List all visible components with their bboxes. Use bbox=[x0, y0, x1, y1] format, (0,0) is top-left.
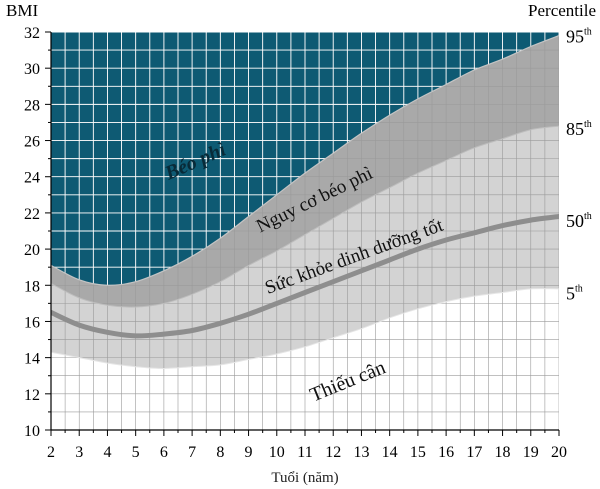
y-tick-label: 18 bbox=[24, 278, 40, 295]
x-tick-label: 14 bbox=[382, 444, 398, 461]
percentile-label-50: 50th bbox=[566, 211, 592, 231]
percentile-lines bbox=[51, 35, 559, 370]
x-tick-label: 11 bbox=[297, 444, 312, 461]
y-tick-label: 10 bbox=[24, 423, 40, 440]
x-tick-label: 7 bbox=[188, 444, 196, 461]
y-tick-label: 30 bbox=[24, 61, 40, 78]
percentile-label-5: 5th bbox=[566, 284, 583, 304]
x-tick-label: 5 bbox=[132, 444, 140, 461]
x-tick-label: 2 bbox=[47, 444, 55, 461]
x-axis-title: Tuổi (năm) bbox=[271, 470, 338, 486]
percentile-label-95: 95th bbox=[566, 27, 592, 47]
grid-lines bbox=[51, 32, 559, 430]
x-tick-label: 20 bbox=[551, 444, 567, 461]
x-tick-label: 3 bbox=[75, 444, 83, 461]
x-tick-label: 16 bbox=[438, 444, 454, 461]
x-tick-label: 18 bbox=[495, 444, 511, 461]
y-tick-label: 26 bbox=[24, 134, 40, 151]
y-axis-title: BMI bbox=[6, 1, 38, 20]
line-p95 bbox=[51, 35, 559, 286]
tick-labels: 10 12 14 16 18 20 22 24 26 28 30 32 2 3 4 5 6 7 8 9 10 11 12 13… bbox=[24, 25, 567, 461]
y-tick-label: 20 bbox=[24, 242, 40, 259]
x-tick-label: 4 bbox=[103, 444, 111, 461]
x-tick-label: 10 bbox=[269, 444, 285, 461]
x-tick-label: 15 bbox=[410, 444, 426, 461]
x-tick-label: 17 bbox=[466, 444, 482, 461]
axes bbox=[45, 31, 560, 436]
x-tick-label: 13 bbox=[353, 444, 369, 461]
y-tick-label: 32 bbox=[24, 25, 40, 42]
x-tick-label: 19 bbox=[523, 444, 539, 461]
percentile-label-85: 85th bbox=[566, 119, 592, 139]
line-p50 bbox=[51, 214, 559, 339]
right-axis-title: Percentile bbox=[528, 1, 596, 20]
y-tick-label: 22 bbox=[24, 206, 40, 223]
x-tick-label: 8 bbox=[216, 444, 224, 461]
y-tick-label: 28 bbox=[24, 97, 40, 114]
line-p85 bbox=[51, 125, 559, 308]
line-p5 bbox=[51, 288, 559, 370]
x-tick-label: 12 bbox=[325, 444, 341, 461]
y-tick-label: 12 bbox=[24, 387, 40, 404]
x-tick-label: 9 bbox=[245, 444, 253, 461]
y-tick-label: 16 bbox=[24, 314, 40, 331]
x-tick-label: 6 bbox=[160, 444, 168, 461]
y-tick-label: 24 bbox=[24, 170, 40, 187]
y-tick-label: 14 bbox=[24, 351, 40, 368]
percentile-labels: 95th 85th 50th 5th bbox=[566, 27, 592, 304]
